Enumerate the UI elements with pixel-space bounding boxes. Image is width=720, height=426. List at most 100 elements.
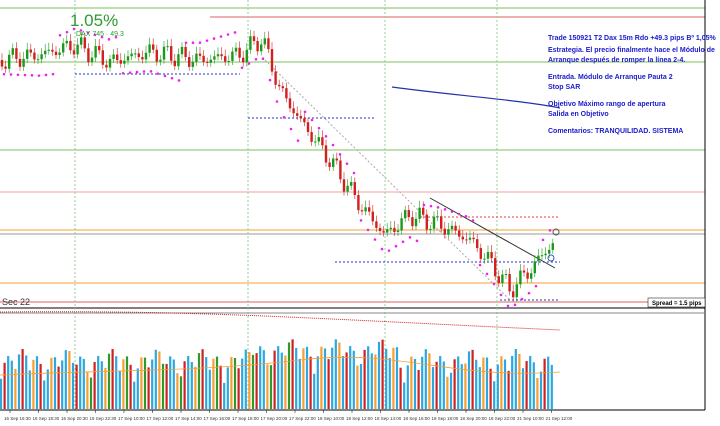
candle-body <box>414 218 418 227</box>
volume-bar <box>511 355 514 409</box>
volume-bar <box>341 355 345 409</box>
note: Objetivo Máximo rango de apertura <box>548 101 666 108</box>
volume-bar <box>374 354 377 409</box>
candle-body <box>108 58 112 68</box>
sar-dot <box>86 31 90 34</box>
candle-body <box>4 66 7 69</box>
sar-dot <box>275 100 279 103</box>
sar-dot <box>212 37 216 40</box>
sar-dot <box>100 35 104 39</box>
volume-bar <box>7 356 10 409</box>
volume-bar <box>79 356 82 409</box>
candle-body <box>350 182 353 186</box>
candle-body <box>101 50 104 65</box>
sar-dot <box>149 70 153 73</box>
volume-bar <box>277 346 280 409</box>
note: Estrategia. El precio finalmente hace el… <box>548 47 715 54</box>
volume-bar <box>226 367 229 409</box>
volume-bar <box>320 346 323 409</box>
volume-bar <box>475 359 478 409</box>
volume-bar <box>439 356 442 409</box>
candle-body <box>306 122 310 133</box>
sar-dot <box>2 72 6 76</box>
candle-body <box>15 48 18 59</box>
sar-dot <box>478 263 482 267</box>
volume-bar <box>536 377 539 409</box>
candle-body <box>62 43 65 53</box>
volume-bar <box>53 357 57 409</box>
volume-bar <box>547 356 550 409</box>
candle-body <box>51 49 54 52</box>
sar-dot <box>345 162 349 165</box>
volume-bar <box>471 349 474 409</box>
volume-bar <box>388 357 391 409</box>
sar-dot <box>93 33 97 37</box>
note: Arranque después de romper la línea 2-4. <box>548 57 685 64</box>
candle-body <box>112 54 115 59</box>
candle-body <box>159 59 162 62</box>
volume-bar <box>403 382 406 409</box>
volume-bar <box>496 364 499 409</box>
candle-body <box>238 47 241 58</box>
candle-body <box>317 137 320 142</box>
candle-body <box>144 52 148 60</box>
volume-bar <box>518 353 521 409</box>
sar-dot <box>499 293 503 297</box>
candle-body <box>364 207 367 212</box>
candle-body <box>396 230 400 233</box>
candle-body <box>540 255 544 257</box>
volume-bar <box>410 356 413 409</box>
sar-dot <box>296 139 300 142</box>
volume-bar <box>262 350 265 409</box>
candle-body <box>288 98 292 109</box>
volume-bar <box>143 357 147 409</box>
candle-body <box>515 284 518 298</box>
candle-body <box>436 216 439 218</box>
candle-body <box>375 221 378 228</box>
candle-body <box>270 49 274 72</box>
volume-bar <box>115 356 118 409</box>
candle-body <box>335 158 338 161</box>
time-label: 17 Sep 22:00 <box>289 416 316 421</box>
volume-bar <box>309 356 312 409</box>
volume-bar <box>223 382 226 409</box>
sar-dot <box>37 74 41 77</box>
exit-marker <box>552 228 560 236</box>
candle-body <box>310 132 313 142</box>
candle-body <box>544 253 547 256</box>
sar-dot <box>114 35 118 39</box>
volume-bars <box>0 339 561 409</box>
volume-bar <box>118 370 121 409</box>
candle-body <box>206 61 209 63</box>
time-label: 21 Sep 12:00 <box>546 416 573 421</box>
volume-bar <box>17 354 21 409</box>
sar-dot <box>205 39 209 42</box>
candle-body <box>339 160 342 180</box>
volume-bar <box>529 356 532 409</box>
sar-dot <box>380 247 384 251</box>
candle-body <box>504 273 508 275</box>
sar-dot <box>44 73 48 77</box>
sar-dot <box>317 126 321 130</box>
time-label: 18 Sep 20:00 <box>460 416 487 421</box>
volume-bar <box>298 358 301 409</box>
note: Salida en Objetivo <box>548 111 609 118</box>
candle-body <box>198 53 202 56</box>
candle-body <box>285 88 288 99</box>
volume-bar <box>482 357 485 409</box>
volume-bar <box>68 351 71 409</box>
time-label: 17 Sep 12:00 <box>147 416 174 421</box>
time-label: 18 Sep 16:00 <box>403 416 430 421</box>
candle-body <box>332 158 335 168</box>
candle-body <box>393 227 396 233</box>
candle-body <box>65 40 68 44</box>
volume-bar <box>259 346 262 409</box>
volume-bar <box>14 368 17 409</box>
candle-body <box>368 207 371 212</box>
time-label: 18 Sep 18:00 <box>432 416 459 421</box>
candle-body <box>227 60 230 62</box>
sar-dot <box>163 74 167 78</box>
sar-dot <box>450 210 454 213</box>
candle-body <box>90 57 94 63</box>
